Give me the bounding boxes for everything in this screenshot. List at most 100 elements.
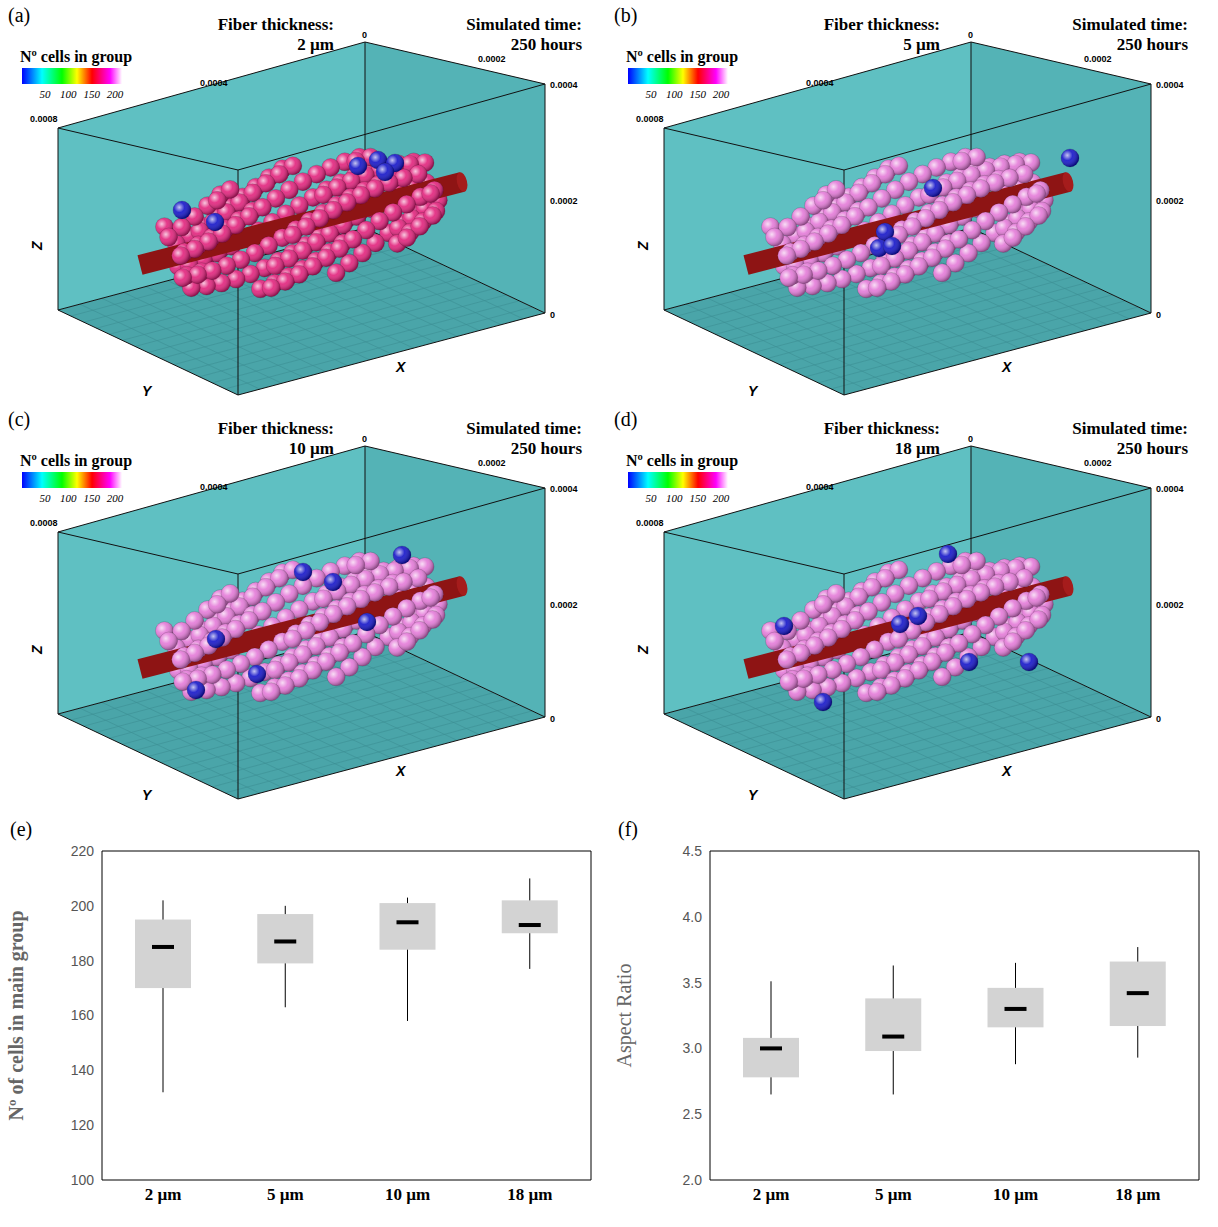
svg-text:150: 150 (689, 88, 706, 100)
svg-text:0.0008: 0.0008 (636, 114, 664, 124)
svg-text:Simulated time:: Simulated time: (466, 419, 582, 438)
svg-text:Nº cells in group: Nº cells in group (626, 452, 738, 470)
svg-text:Z: Z (29, 645, 45, 655)
svg-text:Y: Y (142, 383, 153, 399)
svg-text:18 µm: 18 µm (507, 1185, 552, 1204)
svg-text:X: X (1001, 359, 1013, 375)
svg-text:0: 0 (550, 714, 555, 724)
svg-text:10 µm: 10 µm (289, 439, 334, 458)
svg-text:10 µm: 10 µm (385, 1185, 430, 1204)
svg-text:250 hours: 250 hours (1117, 439, 1189, 458)
svg-text:Simulated time:: Simulated time: (1072, 419, 1188, 438)
svg-text:160: 160 (71, 1007, 95, 1023)
svg-text:Fiber thickness:: Fiber thickness: (824, 419, 940, 438)
svg-text:100: 100 (666, 492, 683, 504)
svg-text:Nº cells in group: Nº cells in group (20, 48, 132, 66)
svg-text:18 µm: 18 µm (895, 439, 940, 458)
svg-text:4.5: 4.5 (683, 843, 703, 859)
svg-text:(b): (b) (614, 4, 637, 27)
svg-text:0.0004: 0.0004 (550, 80, 578, 90)
svg-text:0: 0 (968, 434, 973, 444)
svg-text:3.5: 3.5 (683, 975, 703, 991)
svg-text:150: 150 (83, 88, 100, 100)
svg-text:Z: Z (635, 645, 651, 655)
svg-text:5 µm: 5 µm (875, 1185, 912, 1204)
svg-text:(a): (a) (8, 4, 30, 27)
svg-text:0.0004: 0.0004 (806, 78, 834, 88)
svg-text:0.0002: 0.0002 (478, 458, 506, 468)
svg-text:3.0: 3.0 (683, 1040, 703, 1056)
svg-text:0.0002: 0.0002 (1084, 458, 1112, 468)
svg-text:100: 100 (71, 1172, 95, 1188)
svg-text:140: 140 (71, 1062, 95, 1078)
svg-text:100: 100 (666, 88, 683, 100)
svg-text:0.0004: 0.0004 (1156, 484, 1184, 494)
svg-text:2 µm: 2 µm (297, 35, 334, 54)
svg-text:220: 220 (71, 843, 95, 859)
svg-text:0.0008: 0.0008 (636, 518, 664, 528)
svg-text:50: 50 (645, 88, 657, 100)
svg-text:0.0002: 0.0002 (1156, 600, 1184, 610)
svg-text:Nº cells in group: Nº cells in group (626, 48, 738, 66)
svg-text:0: 0 (362, 30, 367, 40)
svg-text:Z: Z (29, 241, 45, 251)
svg-text:10 µm: 10 µm (993, 1185, 1038, 1204)
svg-text:Aspect Ratio: Aspect Ratio (613, 964, 636, 1068)
svg-text:2 µm: 2 µm (145, 1185, 182, 1204)
svg-text:200: 200 (107, 88, 124, 100)
svg-text:100: 100 (60, 88, 77, 100)
svg-text:Y: Y (748, 383, 759, 399)
svg-text:50: 50 (39, 492, 51, 504)
svg-text:18 µm: 18 µm (1115, 1185, 1160, 1204)
svg-text:0.0004: 0.0004 (200, 78, 228, 88)
svg-text:0.0002: 0.0002 (550, 196, 578, 206)
svg-text:5 µm: 5 µm (267, 1185, 304, 1204)
svg-text:(c): (c) (8, 408, 30, 431)
svg-text:250 hours: 250 hours (1117, 35, 1189, 54)
svg-text:0: 0 (362, 434, 367, 444)
svg-text:Fiber thickness:: Fiber thickness: (218, 419, 334, 438)
svg-text:0.0002: 0.0002 (1084, 54, 1112, 64)
svg-text:150: 150 (83, 492, 100, 504)
svg-text:2.5: 2.5 (683, 1106, 703, 1122)
svg-text:0.0008: 0.0008 (30, 114, 58, 124)
svg-text:0.0002: 0.0002 (478, 54, 506, 64)
svg-text:200: 200 (107, 492, 124, 504)
svg-text:200: 200 (713, 88, 730, 100)
svg-text:0: 0 (968, 30, 973, 40)
svg-text:2 µm: 2 µm (753, 1185, 790, 1204)
svg-text:250 hours: 250 hours (511, 439, 583, 458)
svg-text:180: 180 (71, 953, 95, 969)
svg-text:0.0002: 0.0002 (550, 600, 578, 610)
svg-text:X: X (395, 359, 407, 375)
svg-text:0: 0 (550, 310, 555, 320)
svg-text:250 hours: 250 hours (511, 35, 583, 54)
svg-text:X: X (395, 763, 407, 779)
svg-text:Nº of cells in main group: Nº of cells in main group (5, 910, 28, 1120)
svg-text:2.0: 2.0 (683, 1172, 703, 1188)
svg-text:(d): (d) (614, 408, 637, 431)
svg-text:Fiber thickness:: Fiber thickness: (218, 15, 334, 34)
svg-text:0.0008: 0.0008 (30, 518, 58, 528)
svg-text:100: 100 (60, 492, 77, 504)
svg-text:120: 120 (71, 1117, 95, 1133)
svg-text:Simulated time:: Simulated time: (466, 15, 582, 34)
svg-text:Nº cells in group: Nº cells in group (20, 452, 132, 470)
svg-text:0: 0 (1156, 714, 1161, 724)
svg-text:200: 200 (713, 492, 730, 504)
svg-text:50: 50 (39, 88, 51, 100)
svg-text:50: 50 (645, 492, 657, 504)
svg-text:0.0004: 0.0004 (806, 482, 834, 492)
svg-text:150: 150 (689, 492, 706, 504)
svg-text:Simulated time:: Simulated time: (1072, 15, 1188, 34)
svg-text:4.0: 4.0 (683, 909, 703, 925)
svg-text:0.0004: 0.0004 (1156, 80, 1184, 90)
svg-text:0: 0 (1156, 310, 1161, 320)
svg-text:0.0002: 0.0002 (1156, 196, 1184, 206)
svg-text:0.0004: 0.0004 (550, 484, 578, 494)
svg-text:Z: Z (635, 241, 651, 251)
svg-text:200: 200 (71, 898, 95, 914)
svg-text:Fiber thickness:: Fiber thickness: (824, 15, 940, 34)
svg-text:Y: Y (748, 787, 759, 803)
svg-text:X: X (1001, 763, 1013, 779)
